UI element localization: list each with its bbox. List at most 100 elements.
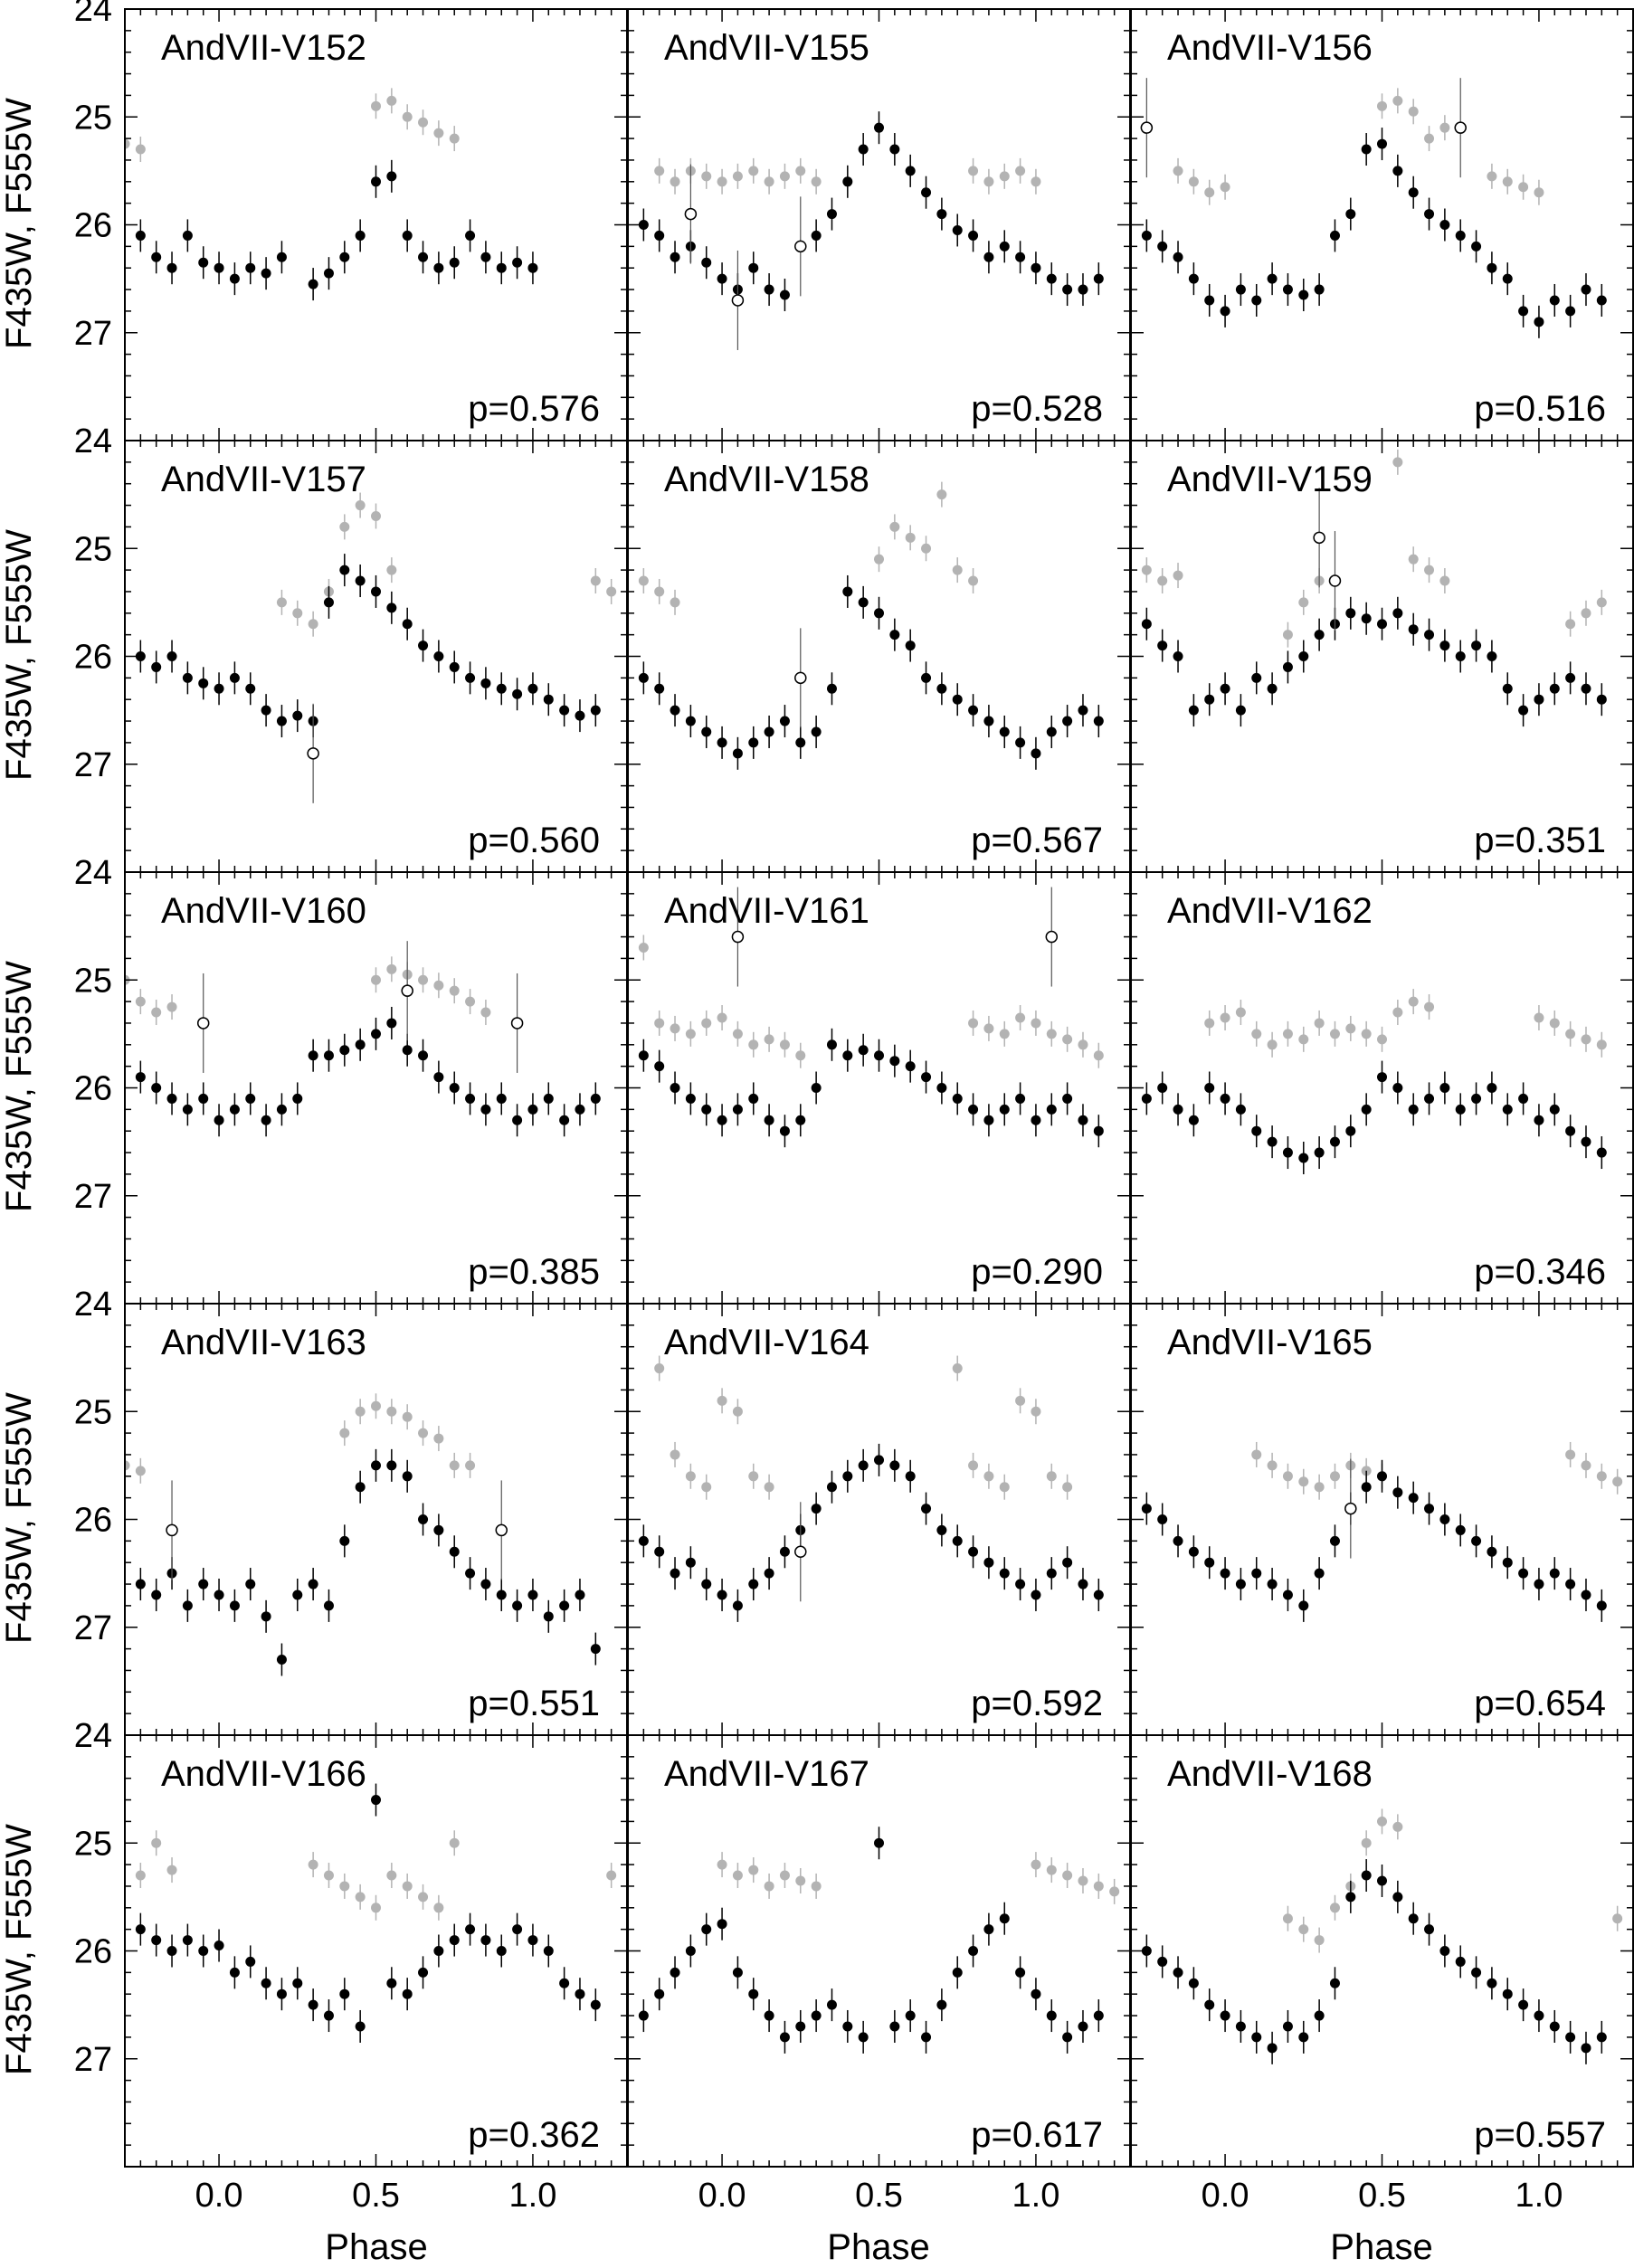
f555w-point <box>386 1460 397 1471</box>
panel-title: AndVII-V164 <box>664 1323 869 1362</box>
f555w-point <box>1046 1568 1057 1579</box>
f555w-point <box>371 1795 381 1806</box>
f555w-point <box>559 1600 570 1611</box>
f555w-point <box>261 268 271 279</box>
f555w-point <box>355 230 366 241</box>
f555w-point <box>1424 1924 1435 1935</box>
f555w-point <box>418 1967 429 1978</box>
f435w-point <box>999 1482 1010 1493</box>
f555w-point <box>151 1935 162 1946</box>
f435w-point <box>717 1859 727 1870</box>
f555w-point <box>1015 251 1026 262</box>
f555w-point <box>135 651 146 661</box>
f555w-point <box>543 1611 554 1622</box>
f435w-point <box>748 1039 759 1050</box>
f555w-point <box>1251 672 1262 683</box>
open-point <box>794 671 807 685</box>
f435w-point <box>1534 1012 1544 1023</box>
f555w-point <box>1471 1535 1482 1546</box>
f435w-point <box>386 95 397 106</box>
f555w-point <box>1329 230 1340 241</box>
f555w-point <box>292 1978 303 1988</box>
period-label: p=0.592 <box>971 1684 1103 1723</box>
y-tick-label: 24 <box>74 422 112 460</box>
f555w-point <box>842 176 853 187</box>
f435w-point <box>1439 575 1450 586</box>
plot-area <box>638 111 1104 350</box>
plot-area <box>125 88 538 301</box>
f555w-point <box>1220 683 1230 694</box>
f435w-point <box>371 1903 381 1913</box>
f435w-point <box>371 510 381 521</box>
f435w-point <box>151 1837 162 1848</box>
f555w-point <box>261 705 271 716</box>
f555w-point <box>371 176 381 187</box>
f555w-point <box>1141 1946 1152 1956</box>
f555w-point <box>1141 619 1152 630</box>
open-point <box>495 1523 508 1537</box>
f555w-point <box>1455 1956 1466 1967</box>
f435w-point <box>151 1007 162 1018</box>
plot-area <box>1141 449 1607 727</box>
f555w-point <box>1534 317 1544 327</box>
f555w-point <box>889 144 900 155</box>
f435w-point <box>606 1870 617 1881</box>
f555w-point <box>1015 1093 1026 1104</box>
f435w-point <box>905 532 916 543</box>
f435w-point <box>701 1018 712 1029</box>
f555w-point <box>1046 726 1057 737</box>
f435w-point <box>606 586 617 597</box>
f435w-point <box>449 1460 460 1471</box>
f555w-point <box>1549 683 1560 694</box>
panel-andvii-v163: AndVII-V163 p=0.551 24 25 26 27 <box>74 1286 628 1736</box>
y-tick-label: 24 <box>74 0 112 29</box>
y-tick-label: 25 <box>74 1825 112 1863</box>
plot-area <box>135 1783 617 2043</box>
f435w-point <box>717 1395 727 1406</box>
f435w-point <box>811 176 822 187</box>
f555w-point <box>433 1946 444 1956</box>
f555w-point <box>1596 1600 1607 1611</box>
f555w-point <box>418 251 429 262</box>
plot-area <box>125 1393 601 1676</box>
f555w-point <box>874 1050 884 1061</box>
f555w-point <box>449 1546 460 1557</box>
f555w-point <box>654 683 665 694</box>
f555w-point <box>198 1579 209 1589</box>
f435w-point <box>952 1363 963 1374</box>
period-label: p=0.351 <box>1474 821 1606 860</box>
f555w-point <box>261 1611 271 1622</box>
f555w-point <box>371 1460 381 1471</box>
f555w-point <box>496 1093 507 1104</box>
f435w-point <box>1093 1881 1104 1892</box>
f555w-point <box>465 1924 476 1935</box>
f555w-point <box>1204 694 1215 705</box>
f435w-point <box>1314 1482 1325 1493</box>
f435w-point <box>1298 1924 1309 1935</box>
f555w-point <box>889 1460 900 1471</box>
f435w-point <box>1392 95 1403 106</box>
panel-andvii-v157: AndVII-V157 p=0.560 24 25 26 27 <box>74 422 628 873</box>
f555w-point <box>748 737 759 748</box>
panel-frame <box>627 8 1131 441</box>
panel-title: AndVII-V160 <box>161 891 366 931</box>
f435w-point <box>1329 1903 1340 1913</box>
f435w-point <box>1141 565 1152 575</box>
f555w-point <box>1502 1104 1513 1115</box>
f555w-point <box>1314 630 1325 641</box>
f435w-point <box>1565 619 1576 630</box>
f555w-point <box>638 1050 649 1061</box>
f435w-point <box>874 554 884 565</box>
f555w-point <box>701 257 712 268</box>
f435w-point <box>654 1018 665 1029</box>
f555w-point <box>214 683 224 694</box>
panel-title: AndVII-V159 <box>1167 460 1373 499</box>
panel-title: AndVII-V158 <box>664 460 869 499</box>
f435w-point <box>717 176 727 187</box>
f555w-point <box>245 1579 256 1589</box>
f555w-point <box>575 1589 585 1600</box>
f555w-point <box>575 710 585 721</box>
f435w-point <box>889 521 900 532</box>
f435w-point <box>1282 1471 1293 1482</box>
f555w-point <box>638 1535 649 1546</box>
